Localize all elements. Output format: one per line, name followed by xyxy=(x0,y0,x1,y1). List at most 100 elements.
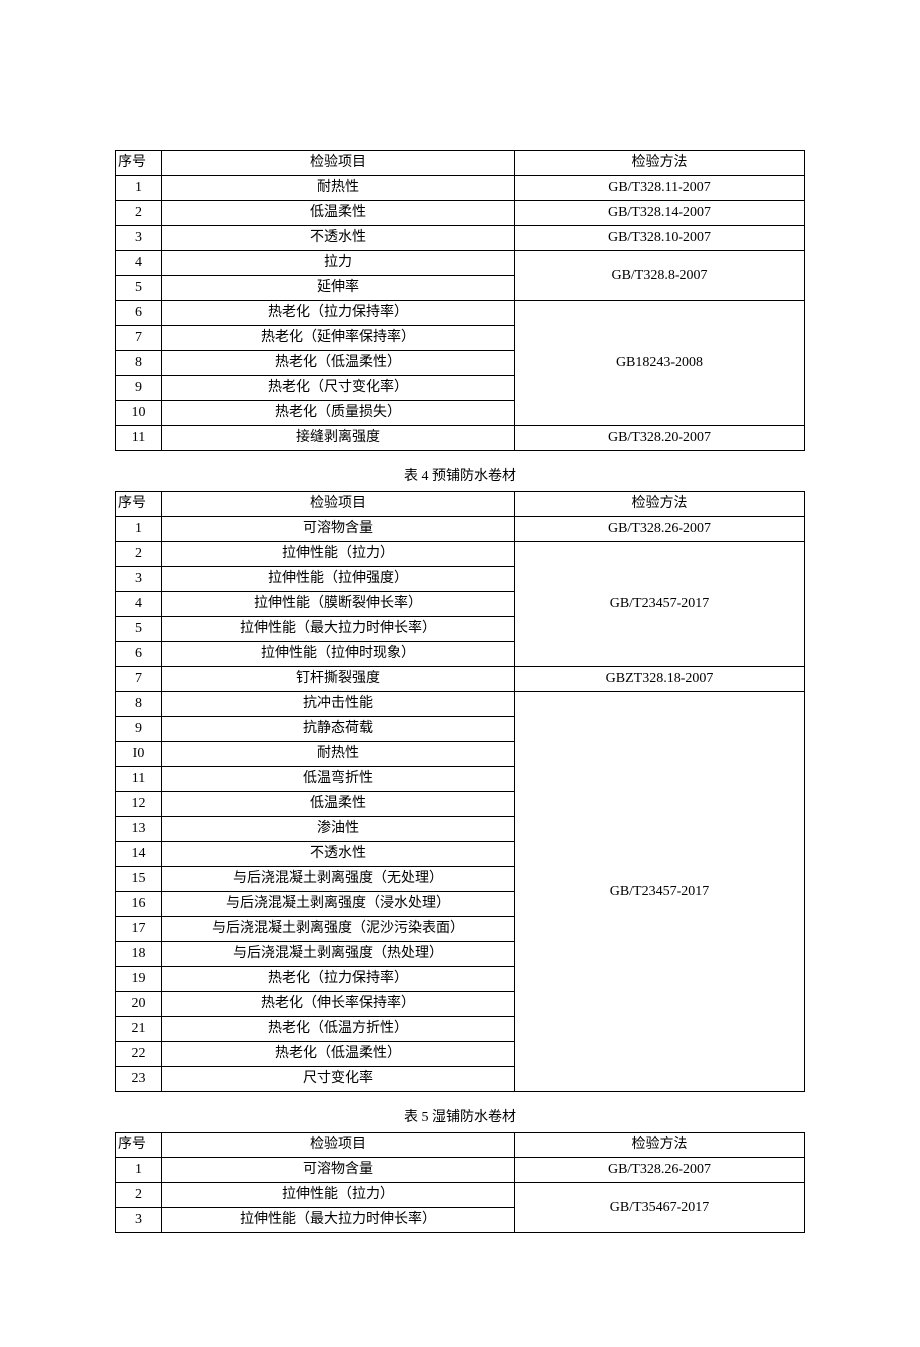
table-3-body: 1耐热性GB/T328.11-20072低温柔性GB/T328.14-20073… xyxy=(116,176,805,451)
cell-method: GB/T328.8-2007 xyxy=(515,251,805,301)
table-row: 11接缝剥离强度GB/T328.20-2007 xyxy=(116,426,805,451)
table-header-row: 序号 检验项目 检验方法 xyxy=(116,492,805,517)
cell-method: GB/T23457-2017 xyxy=(515,692,805,1092)
header-method: 检验方法 xyxy=(515,492,805,517)
cell-seq: 7 xyxy=(116,326,162,351)
header-seq: 序号 xyxy=(116,1133,162,1158)
table-5: 序号 检验项目 检验方法 1可溶物含量GB/T328.26-20072拉伸性能（… xyxy=(115,1132,805,1233)
cell-item: 热老化（低温方折性） xyxy=(162,1017,515,1042)
cell-seq: 3 xyxy=(116,1208,162,1233)
table-row: 3不透水性GB/T328.10-2007 xyxy=(116,226,805,251)
cell-method: GB/T328.10-2007 xyxy=(515,226,805,251)
cell-item: 延伸率 xyxy=(162,276,515,301)
cell-seq: 5 xyxy=(116,276,162,301)
cell-seq: 13 xyxy=(116,817,162,842)
cell-item: 低温弯折性 xyxy=(162,767,515,792)
cell-item: 拉伸性能（拉力） xyxy=(162,542,515,567)
cell-seq: 5 xyxy=(116,617,162,642)
cell-item: 拉伸性能（膜断裂伸长率） xyxy=(162,592,515,617)
cell-seq: 17 xyxy=(116,917,162,942)
table-4: 序号 检验项目 检验方法 1可溶物含量GB/T328.26-20072拉伸性能（… xyxy=(115,491,805,1092)
cell-seq: 14 xyxy=(116,842,162,867)
cell-item: 钉杆撕裂强度 xyxy=(162,667,515,692)
cell-item: 抗冲击性能 xyxy=(162,692,515,717)
cell-item: 热老化（低温柔性） xyxy=(162,351,515,376)
cell-method: GB/T328.26-2007 xyxy=(515,517,805,542)
cell-item: 与后浇混凝土剥离强度（无处理） xyxy=(162,867,515,892)
cell-seq: 11 xyxy=(116,767,162,792)
cell-method: GB/T23457-2017 xyxy=(515,542,805,667)
table-row: 2拉伸性能（拉力）GB/T35467-2017 xyxy=(116,1183,805,1208)
cell-method: GB18243-2008 xyxy=(515,301,805,426)
cell-seq: 3 xyxy=(116,567,162,592)
cell-method: GB/T328.14-2007 xyxy=(515,201,805,226)
cell-seq: 2 xyxy=(116,201,162,226)
cell-seq: 4 xyxy=(116,251,162,276)
cell-seq: 1 xyxy=(116,176,162,201)
table-header-row: 序号 检验项目 检验方法 xyxy=(116,151,805,176)
header-method: 检验方法 xyxy=(515,1133,805,1158)
cell-method: GBZT328.18-2007 xyxy=(515,667,805,692)
cell-item: 热老化（伸长率保持率） xyxy=(162,992,515,1017)
table-header-row: 序号 检验项目 检验方法 xyxy=(116,1133,805,1158)
cell-item: 低温柔性 xyxy=(162,201,515,226)
cell-item: 不透水性 xyxy=(162,226,515,251)
cell-seq: 19 xyxy=(116,967,162,992)
cell-item: 热老化（拉力保持率） xyxy=(162,301,515,326)
table-row: 2低温柔性GB/T328.14-2007 xyxy=(116,201,805,226)
cell-item: 渗油性 xyxy=(162,817,515,842)
cell-item: 尺寸变化率 xyxy=(162,1067,515,1092)
cell-item: 与后浇混凝土剥离强度（热处理） xyxy=(162,942,515,967)
cell-seq: 20 xyxy=(116,992,162,1017)
cell-seq: 7 xyxy=(116,667,162,692)
cell-seq: 18 xyxy=(116,942,162,967)
table-row: 1可溶物含量GB/T328.26-2007 xyxy=(116,517,805,542)
cell-item: 拉伸性能（最大拉力时伸长率） xyxy=(162,617,515,642)
cell-item: 可溶物含量 xyxy=(162,517,515,542)
cell-seq: 16 xyxy=(116,892,162,917)
cell-seq: 2 xyxy=(116,542,162,567)
table-row: 4拉力GB/T328.8-2007 xyxy=(116,251,805,276)
cell-seq: 6 xyxy=(116,642,162,667)
cell-item: 热老化（延伸率保持率） xyxy=(162,326,515,351)
page: 序号 检验项目 检验方法 1耐热性GB/T328.11-20072低温柔性GB/… xyxy=(0,0,920,1347)
cell-item: 拉伸性能（拉伸强度） xyxy=(162,567,515,592)
table-5-body: 1可溶物含量GB/T328.26-20072拉伸性能（拉力）GB/T35467-… xyxy=(116,1158,805,1233)
cell-item: 与后浇混凝土剥离强度（浸水处理） xyxy=(162,892,515,917)
cell-item: 不透水性 xyxy=(162,842,515,867)
cell-item: 热老化（尺寸变化率） xyxy=(162,376,515,401)
table-4-caption: 表 4 预铺防水卷材 xyxy=(115,465,805,485)
cell-item: 拉伸性能（最大拉力时伸长率） xyxy=(162,1208,515,1233)
table-4-body: 1可溶物含量GB/T328.26-20072拉伸性能（拉力）GB/T23457-… xyxy=(116,517,805,1092)
cell-seq: 2 xyxy=(116,1183,162,1208)
cell-item: 与后浇混凝土剥离强度（泥沙污染表面） xyxy=(162,917,515,942)
cell-seq: 8 xyxy=(116,351,162,376)
cell-item: 可溶物含量 xyxy=(162,1158,515,1183)
table-3: 序号 检验项目 检验方法 1耐热性GB/T328.11-20072低温柔性GB/… xyxy=(115,150,805,451)
cell-seq: 1 xyxy=(116,517,162,542)
cell-seq: I0 xyxy=(116,742,162,767)
cell-item: 拉力 xyxy=(162,251,515,276)
cell-seq: 1 xyxy=(116,1158,162,1183)
cell-item: 热老化（低温柔性） xyxy=(162,1042,515,1067)
cell-item: 拉伸性能（拉力） xyxy=(162,1183,515,1208)
header-method: 检验方法 xyxy=(515,151,805,176)
header-seq: 序号 xyxy=(116,151,162,176)
cell-seq: 21 xyxy=(116,1017,162,1042)
header-seq: 序号 xyxy=(116,492,162,517)
header-item: 检验项目 xyxy=(162,492,515,517)
cell-method: GB/T35467-2017 xyxy=(515,1183,805,1233)
cell-item: 耐热性 xyxy=(162,176,515,201)
header-item: 检验项目 xyxy=(162,1133,515,1158)
cell-seq: 8 xyxy=(116,692,162,717)
cell-seq: 22 xyxy=(116,1042,162,1067)
cell-seq: 9 xyxy=(116,376,162,401)
cell-item: 热老化（拉力保持率） xyxy=(162,967,515,992)
table-row: 7钉杆撕裂强度GBZT328.18-2007 xyxy=(116,667,805,692)
cell-seq: 9 xyxy=(116,717,162,742)
cell-method: GB/T328.11-2007 xyxy=(515,176,805,201)
cell-seq: 23 xyxy=(116,1067,162,1092)
cell-item: 热老化（质量损失） xyxy=(162,401,515,426)
table-row: 1可溶物含量GB/T328.26-2007 xyxy=(116,1158,805,1183)
header-item: 检验项目 xyxy=(162,151,515,176)
